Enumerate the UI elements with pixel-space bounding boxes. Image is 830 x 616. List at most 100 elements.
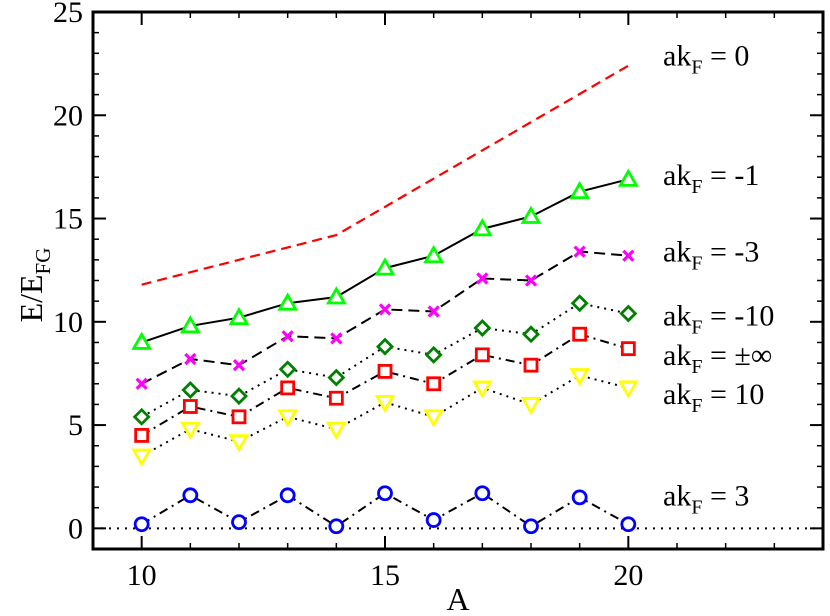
series-label-rest: = -1 bbox=[702, 159, 759, 192]
series-label-sub: F bbox=[691, 356, 702, 378]
plot-frame bbox=[91, 10, 825, 551]
series-label-base: ak bbox=[663, 159, 691, 192]
data-point bbox=[471, 218, 493, 237]
data-point bbox=[281, 330, 294, 343]
x-tick-label: 20 bbox=[613, 559, 643, 592]
x-axis-label: A bbox=[446, 581, 469, 616]
data-point bbox=[134, 428, 150, 443]
data-point bbox=[569, 368, 591, 387]
y-tick-label: 10 bbox=[53, 306, 83, 339]
data-point bbox=[228, 434, 250, 453]
series-label-rest: = 0 bbox=[702, 39, 749, 72]
data-point bbox=[277, 409, 299, 428]
series-label: akF = -3 bbox=[663, 236, 759, 275]
data-point bbox=[182, 487, 199, 504]
series-label-base: ak bbox=[663, 39, 691, 72]
data-point bbox=[471, 380, 493, 399]
data-point bbox=[378, 303, 392, 316]
series-label-sub: F bbox=[691, 176, 702, 198]
y-tick-label: 0 bbox=[68, 512, 83, 545]
data-point bbox=[179, 421, 201, 441]
data-point bbox=[280, 380, 296, 396]
series-line bbox=[141, 374, 629, 457]
series-label: akF = -1 bbox=[663, 159, 759, 198]
data-point bbox=[423, 244, 445, 264]
data-point bbox=[524, 274, 538, 287]
data-point bbox=[330, 332, 343, 345]
data-point bbox=[277, 292, 299, 311]
series-label: akF = 3 bbox=[663, 479, 749, 518]
data-point bbox=[135, 377, 148, 390]
x-tick-label: 10 bbox=[127, 559, 157, 592]
series-label-base: ak bbox=[663, 236, 691, 269]
data-point bbox=[131, 448, 153, 467]
y-axis-label-sub: FG bbox=[31, 248, 55, 275]
data-point bbox=[522, 325, 540, 344]
data-point bbox=[622, 249, 635, 262]
data-point bbox=[377, 485, 393, 502]
data-point bbox=[133, 516, 150, 533]
series-label-base: ak bbox=[663, 479, 691, 512]
series-label: akF = ±∞ bbox=[663, 339, 772, 378]
data-point bbox=[377, 363, 393, 379]
data-point bbox=[376, 337, 394, 356]
data-point bbox=[374, 257, 396, 276]
x-tick-label: 15 bbox=[370, 559, 400, 592]
data-point bbox=[473, 319, 492, 337]
data-point bbox=[620, 516, 637, 533]
data-point bbox=[231, 409, 247, 425]
data-point bbox=[424, 345, 443, 364]
series-label-rest: = 3 bbox=[702, 479, 749, 512]
y-tick-label: 15 bbox=[53, 203, 83, 236]
data-point bbox=[374, 394, 396, 414]
data-point bbox=[184, 352, 197, 366]
data-point bbox=[327, 368, 346, 387]
data-point bbox=[617, 168, 639, 187]
data-point bbox=[617, 380, 639, 399]
data-point bbox=[325, 286, 347, 305]
data-point bbox=[520, 397, 542, 416]
data-point bbox=[231, 514, 247, 531]
series-label-sub: F bbox=[691, 253, 702, 275]
data-point bbox=[474, 485, 491, 502]
data-point bbox=[476, 272, 489, 285]
data-point bbox=[619, 304, 638, 323]
data-point bbox=[520, 205, 542, 224]
data-point bbox=[425, 512, 442, 528]
data-point bbox=[523, 357, 539, 373]
data-point bbox=[426, 376, 442, 392]
series-label-rest: = -10 bbox=[702, 300, 774, 333]
series-label: akF = 0 bbox=[663, 39, 749, 78]
data-point bbox=[230, 387, 248, 406]
series-label-sub: F bbox=[691, 496, 702, 518]
data-point bbox=[523, 518, 539, 535]
series-label: akF = 10 bbox=[663, 378, 764, 417]
data-point bbox=[131, 331, 153, 350]
y-tick-label: 5 bbox=[68, 409, 83, 442]
series-label-base: ak bbox=[663, 339, 691, 372]
data-point bbox=[620, 341, 636, 357]
series-line bbox=[141, 333, 629, 437]
data-point bbox=[572, 326, 588, 342]
y-axis-label: E/EFG bbox=[13, 248, 55, 323]
data-point bbox=[179, 315, 201, 334]
data-point bbox=[279, 487, 296, 504]
data-point bbox=[328, 390, 344, 406]
data-point bbox=[423, 409, 445, 428]
data-point bbox=[232, 359, 246, 372]
data-point bbox=[278, 360, 297, 379]
series-label-sub: F bbox=[691, 56, 702, 78]
data-point bbox=[571, 489, 588, 506]
data-point bbox=[228, 306, 250, 326]
y-tick-label: 25 bbox=[53, 0, 83, 29]
data-point bbox=[474, 347, 490, 363]
data-point bbox=[132, 407, 151, 426]
y-tick-label: 20 bbox=[53, 99, 83, 132]
data-point bbox=[570, 294, 589, 313]
series-label-rest: = 10 bbox=[702, 378, 764, 411]
series-label-rest: = -3 bbox=[702, 236, 759, 269]
data-point bbox=[573, 245, 586, 258]
data-point bbox=[328, 518, 345, 535]
data-point bbox=[427, 305, 440, 318]
